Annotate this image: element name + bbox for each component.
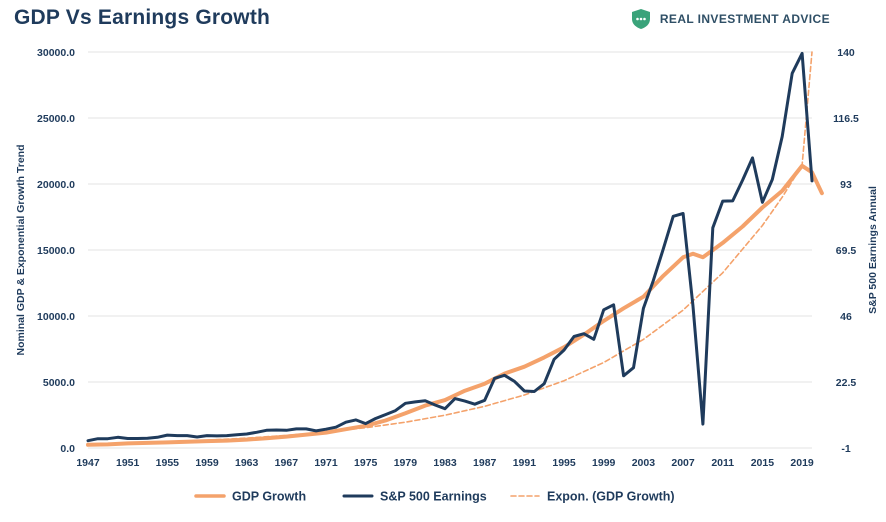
- y-left-axis-ticks: 0.0 5000.0 10000.0 15000.0 20000.0 25000.0 300…: [37, 47, 75, 455]
- x-tick-label: 2007: [671, 457, 695, 469]
- x-tick-label: 2015: [751, 457, 775, 469]
- series-line-gdp-growth: [86, 163, 824, 447]
- x-tick-label: 2019: [790, 457, 814, 469]
- x-tick-label: 2011: [711, 457, 734, 469]
- x-tick-label: 1999: [592, 457, 616, 469]
- x-tick-label: 1959: [195, 457, 219, 469]
- y-left-axis-title: Nominal GDP & Exponential Growth Trend: [15, 145, 27, 356]
- x-tick-label: 1955: [156, 457, 180, 469]
- y-left-tick-label: 25000.0: [37, 113, 75, 125]
- y-left-tick-label: 10000.0: [37, 311, 75, 323]
- y-left-tick-label: 20000.0: [37, 179, 75, 191]
- series-line-s-p-500-earnings: [86, 51, 814, 443]
- x-tick-label: 1987: [473, 457, 497, 469]
- x-tick-label: 1975: [354, 457, 378, 469]
- x-tick-label: 1963: [235, 457, 259, 469]
- series-line-expon-gdp-growth: [87, 51, 813, 446]
- legend-label-s-p-500-earnings: S&P 500 Earnings: [380, 490, 487, 504]
- series-layer: [86, 51, 824, 447]
- y-left-tick-label: 0.0: [60, 443, 75, 455]
- y-left-tick-label: 5000.0: [43, 377, 75, 389]
- y-left-tick-label: 15000.0: [37, 245, 75, 257]
- x-tick-label: 1947: [76, 457, 100, 469]
- x-tick-label: 1979: [394, 457, 418, 469]
- y-left-tick-label: 30000.0: [37, 47, 75, 59]
- y-right-tick-label: 140: [837, 47, 855, 59]
- y-right-tick-label: 22.5: [836, 377, 857, 389]
- y-right-axis-title: S&P 500 Earnings Annual: [867, 186, 879, 314]
- x-tick-label: 2003: [632, 457, 656, 469]
- gridlines: [88, 51, 812, 449]
- brand-name: REAL INVESTMENT ADVICE: [659, 12, 830, 26]
- y-right-tick-label: 93: [840, 179, 852, 191]
- legend-label-gdp-growth: GDP Growth: [232, 490, 306, 504]
- x-tick-label: 1951: [116, 457, 140, 469]
- y-right-tick-label: 116.5: [833, 113, 859, 125]
- chart-title: GDP Vs Earnings Growth: [14, 6, 271, 29]
- shield-logo-icon: [631, 9, 650, 29]
- x-tick-label: 1967: [275, 457, 299, 469]
- x-tick-label: 1971: [314, 457, 338, 469]
- x-axis-ticks: 1947 1951 1955 1959 1963 1967 1971 1975 1979 1983…: [76, 457, 814, 469]
- y-right-tick-label: 46: [840, 311, 852, 323]
- y-right-axis-ticks: -1 22.5 46 69.5 93 116.5 140: [833, 47, 859, 455]
- x-tick-label: 1983: [433, 457, 457, 469]
- y-right-tick-label: 69.5: [836, 245, 857, 257]
- y-right-tick-label: -1: [841, 443, 850, 455]
- x-tick-label: 1995: [552, 457, 576, 469]
- legend: GDP Growth S&P 500 Earnings Expon. (GDP Gr…: [194, 490, 675, 504]
- legend-label-expon-gdp-growth: Expon. (GDP Growth): [547, 490, 675, 504]
- brand-logo: REAL INVESTMENT ADVICE: [630, 8, 830, 30]
- x-tick-label: 1991: [513, 457, 537, 469]
